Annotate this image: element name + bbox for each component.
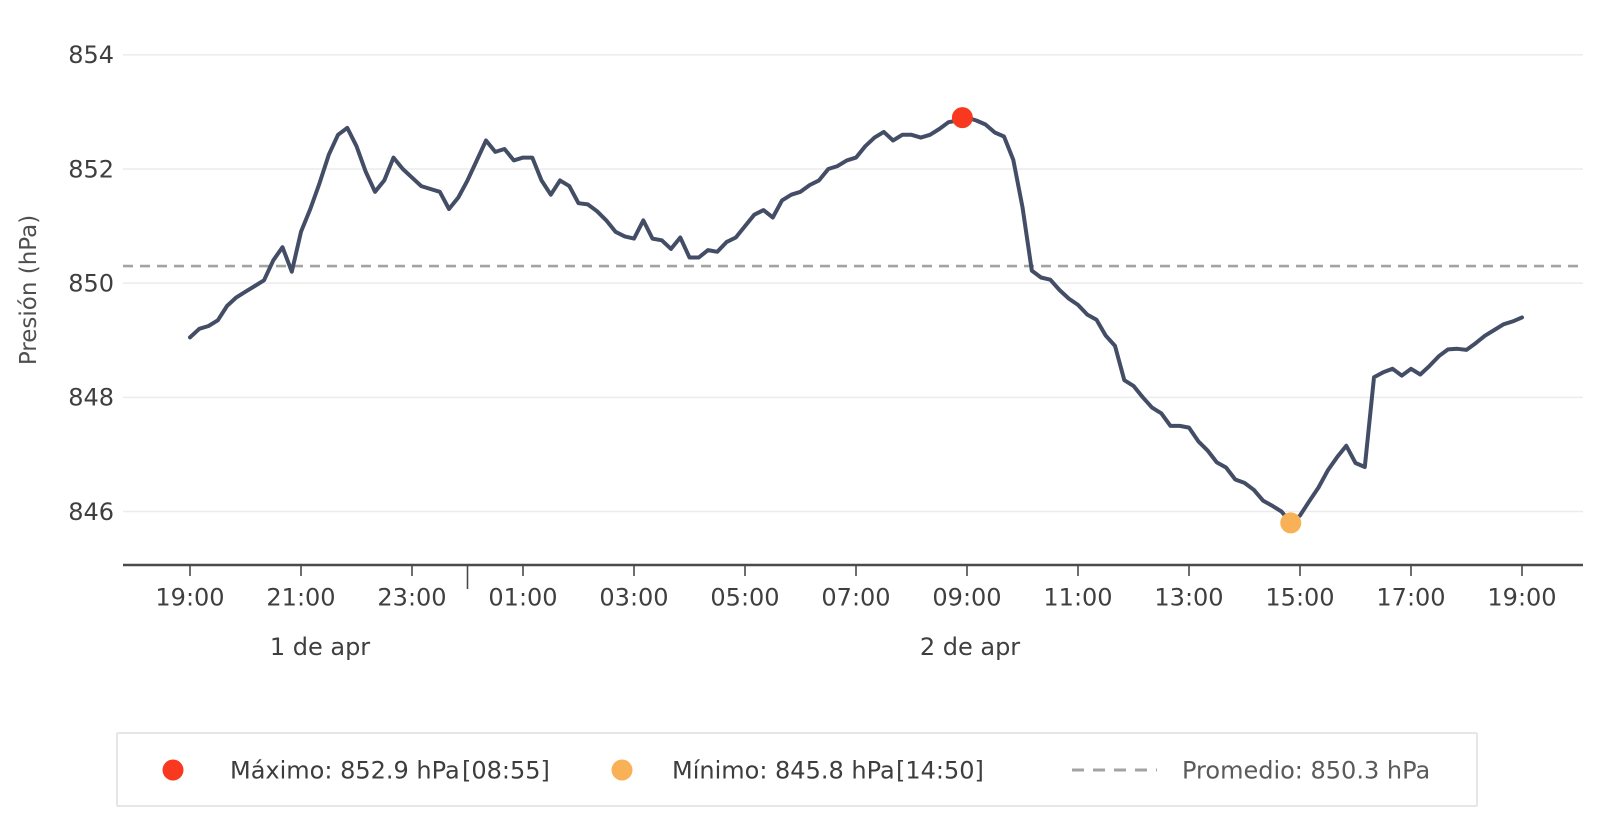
legend-avg-label: Promedio: 850.3 hPa (1182, 756, 1430, 784)
legend-item-max[interactable]: Máximo: 852.9 hPa [08:55] (162, 756, 550, 784)
legend-box (116, 732, 1478, 807)
x-axis (123, 563, 1583, 589)
x-tick-labels: 19:00 21:00 23:00 01:00 03:00 05:00 07:00 09:00… (155, 583, 1556, 611)
gridlines (123, 54, 1583, 513)
y-tick-label-846: 846 (68, 498, 114, 526)
x-tick-label-23:00: 23:00 (377, 583, 446, 611)
x-tick-label-01:00: 01:00 (488, 583, 557, 611)
day-label-2-de-apr: 2 de apr (920, 633, 1020, 661)
y-tick-label-848: 848 (68, 384, 114, 412)
legend-max-time: [08:55] (462, 756, 550, 784)
y-axis-title: Presión (hPa) (16, 215, 42, 365)
legend: Máximo: 852.9 hPa [08:55] Mínimo: 845.8 … (116, 732, 1478, 807)
legend-min-time: [14:50] (896, 756, 984, 784)
y-tick-labels: 846 848 850 852 854 (68, 41, 114, 526)
legend-min-label: Mínimo: 845.8 hPa (672, 756, 895, 784)
x-tick-label-05:00: 05:00 (710, 583, 779, 611)
x-tick-label-17:00: 17:00 (1376, 583, 1445, 611)
x-tick-label-19:00: 19:00 (1487, 583, 1556, 611)
y-tick-label-852: 852 (68, 155, 114, 183)
x-tick-label-09:00: 09:00 (932, 583, 1001, 611)
x-tick-label-03:00: 03:00 (599, 583, 668, 611)
x-tick-label-21:00: 21:00 (266, 583, 335, 611)
x-tick-label-07:00: 07:00 (821, 583, 890, 611)
x-tick-label-19:00: 19:00 (155, 583, 224, 611)
x-tick-label-13:00: 13:00 (1154, 583, 1223, 611)
day-label-1-de-apr: 1 de apr (270, 633, 370, 661)
max-marker-swatch-icon (162, 759, 184, 781)
legend-max-label: Máximo: 852.9 hPa (230, 756, 460, 784)
legend-item-min[interactable]: Mínimo: 845.8 hPa [14:50] (611, 756, 984, 784)
y-tick-label-850: 850 (68, 270, 114, 298)
legend-item-average[interactable]: Promedio: 850.3 hPa (1072, 756, 1430, 784)
min-marker-swatch-icon (611, 759, 633, 781)
max-marker (951, 107, 973, 129)
pressure-series-line (188, 115, 1524, 525)
x-tick-label-11:00: 11:00 (1043, 583, 1112, 611)
y-tick-label-854: 854 (68, 41, 114, 69)
min-marker (1280, 512, 1302, 534)
x-tick-label-15:00: 15:00 (1265, 583, 1334, 611)
